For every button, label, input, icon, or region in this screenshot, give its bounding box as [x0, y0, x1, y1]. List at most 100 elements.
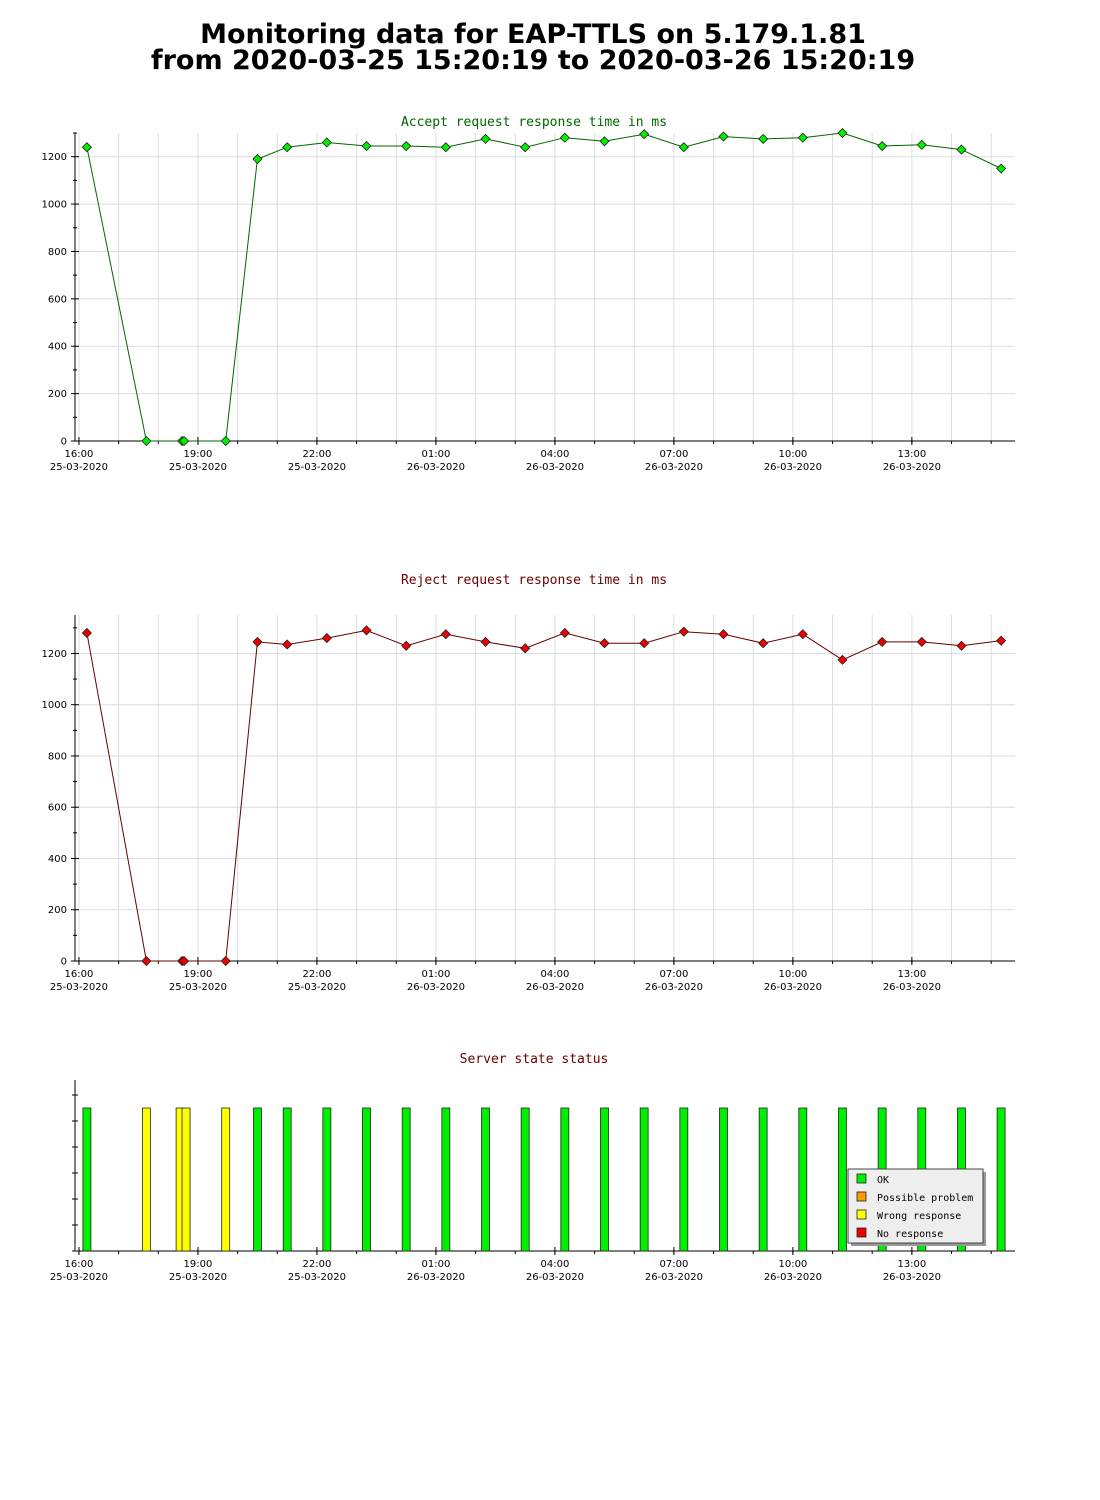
- reject-data-point: [282, 639, 293, 650]
- accept-x-tick-time: 07:00: [659, 449, 688, 460]
- status-bar-ok: [679, 1107, 689, 1252]
- reject-data-point: [599, 638, 610, 649]
- status-bar-ok: [996, 1107, 1006, 1252]
- reject-y-tick-label: 800: [48, 751, 67, 762]
- accept-x-tick-time: 13:00: [897, 449, 926, 460]
- accept-data-point: [81, 142, 92, 153]
- status-bar-wrong-response: [181, 1107, 191, 1252]
- reject-data-point: [321, 633, 332, 644]
- reject-data-point: [220, 955, 231, 967]
- reject-x-tick-time: 01:00: [422, 969, 451, 980]
- status-bar-ok: [441, 1107, 451, 1252]
- accept-x-tick-time: 19:00: [184, 449, 213, 460]
- reject-x-tick-date: 26-03-2020: [526, 982, 584, 993]
- reject-x-tick-time: 07:00: [659, 969, 688, 980]
- status-x-tick-date: 26-03-2020: [764, 1272, 822, 1283]
- reject-x-tick-date: 26-03-2020: [645, 982, 703, 993]
- reject-grid: [75, 615, 1015, 961]
- reject-data-point: [559, 627, 570, 639]
- accept-response-chart: Accept request response time in ms 16:00 2…: [42, 115, 1015, 473]
- accept-data-point: [758, 133, 769, 144]
- legend-swatch-ok: [856, 1173, 867, 1184]
- status-bar-ok: [282, 1107, 292, 1252]
- reject-y-tick-label: 1000: [42, 700, 67, 711]
- reject-data-point: [797, 629, 808, 640]
- reject-data-point: [401, 640, 412, 651]
- status-bar-wrong-response: [221, 1107, 231, 1252]
- status-bar-ok: [798, 1107, 808, 1252]
- accept-chart-title: Accept request response time in ms: [401, 115, 667, 130]
- accept-data-point: [678, 142, 689, 153]
- accept-data-point: [282, 142, 293, 153]
- accept-x-tick-time: 16:00: [65, 449, 94, 460]
- reject-data-point: [718, 629, 729, 640]
- accept-data-point: [837, 127, 848, 139]
- status-x-tick-time: 22:00: [303, 1259, 332, 1270]
- legend-swatch-wrong-response: [856, 1209, 867, 1220]
- status-x-tick-date: 26-03-2020: [526, 1272, 584, 1283]
- legend-label-ok: OK: [877, 1175, 889, 1186]
- status-x-tick-time: 01:00: [422, 1259, 451, 1270]
- status-bar-ok: [838, 1107, 847, 1252]
- reject-y-tick-label: 400: [48, 854, 67, 865]
- accept-y-tick-label: 600: [48, 294, 67, 305]
- status-bar-ok: [253, 1107, 262, 1252]
- reject-x-tick-date: 26-03-2020: [407, 982, 465, 993]
- accept-x-tick-time: 22:00: [303, 449, 332, 460]
- accept-data-point: [956, 144, 967, 155]
- accept-data-point: [520, 142, 531, 153]
- accept-y-tick-label: 1200: [42, 152, 67, 163]
- status-bar-ok: [82, 1107, 92, 1252]
- reject-data-point: [678, 626, 689, 637]
- status-x-tick-time: 16:00: [65, 1259, 94, 1270]
- status-x-tick-time: 04:00: [541, 1259, 570, 1270]
- accept-data-point: [480, 133, 491, 144]
- status-x-tick-time: 10:00: [778, 1259, 807, 1270]
- accept-y-tick-label: 0: [61, 437, 67, 448]
- accept-data-point: [718, 131, 729, 142]
- accept-x-tick-date: 26-03-2020: [526, 462, 584, 473]
- status-x-tick-date: 25-03-2020: [50, 1272, 108, 1283]
- accept-data-point: [599, 136, 610, 147]
- reject-data-point: [179, 955, 190, 967]
- reject-data-point: [252, 636, 263, 647]
- legend-box: [847, 1168, 984, 1244]
- legend-label-wrong-response: Wrong response: [877, 1211, 961, 1222]
- reject-x-tick-date: 25-03-2020: [50, 982, 108, 993]
- status-bar-ok: [362, 1107, 371, 1252]
- status-bar-wrong-response: [141, 1107, 151, 1252]
- accept-data-point: [559, 132, 570, 143]
- accept-x-tick-date: 26-03-2020: [645, 462, 703, 473]
- accept-data-point: [220, 435, 231, 447]
- accept-data-point: [916, 139, 927, 150]
- accept-data-point: [797, 132, 808, 143]
- status-x-tick-date: 26-03-2020: [883, 1272, 941, 1283]
- reject-data-point: [520, 643, 531, 654]
- reject-data-point: [996, 635, 1007, 646]
- reject-data-point: [141, 955, 152, 967]
- legend-swatch-no-response: [856, 1227, 867, 1238]
- reject-x-tick-date: 26-03-2020: [883, 982, 941, 993]
- accept-x-tick-time: 01:00: [422, 449, 451, 460]
- reject-x-tick-date: 25-03-2020: [169, 982, 227, 993]
- accept-y-tick-label: 200: [48, 389, 67, 400]
- reject-data-point: [877, 636, 888, 647]
- accept-data-point: [179, 435, 190, 447]
- accept-data-point: [321, 137, 332, 148]
- reject-chart-title: Reject request response time in ms: [401, 573, 667, 588]
- legend-label-possible-problem: Possible problem: [877, 1193, 973, 1204]
- accept-data-point: [401, 140, 412, 152]
- reject-x-tick-time: 19:00: [184, 969, 213, 980]
- reject-x-tick-time: 16:00: [65, 969, 94, 980]
- status-bar-ok: [560, 1107, 570, 1252]
- reject-data-point: [361, 625, 372, 636]
- reject-y-tick-label: 1200: [42, 649, 67, 660]
- reject-x-tick-date: 26-03-2020: [764, 982, 822, 993]
- status-x-tick-time: 07:00: [659, 1259, 688, 1270]
- reject-data-point: [916, 636, 927, 647]
- reject-data-point: [81, 627, 92, 639]
- accept-data-point: [141, 435, 152, 447]
- accept-x-tick-date: 25-03-2020: [169, 462, 227, 473]
- accept-data-point: [639, 129, 650, 140]
- reject-data-point: [440, 629, 451, 640]
